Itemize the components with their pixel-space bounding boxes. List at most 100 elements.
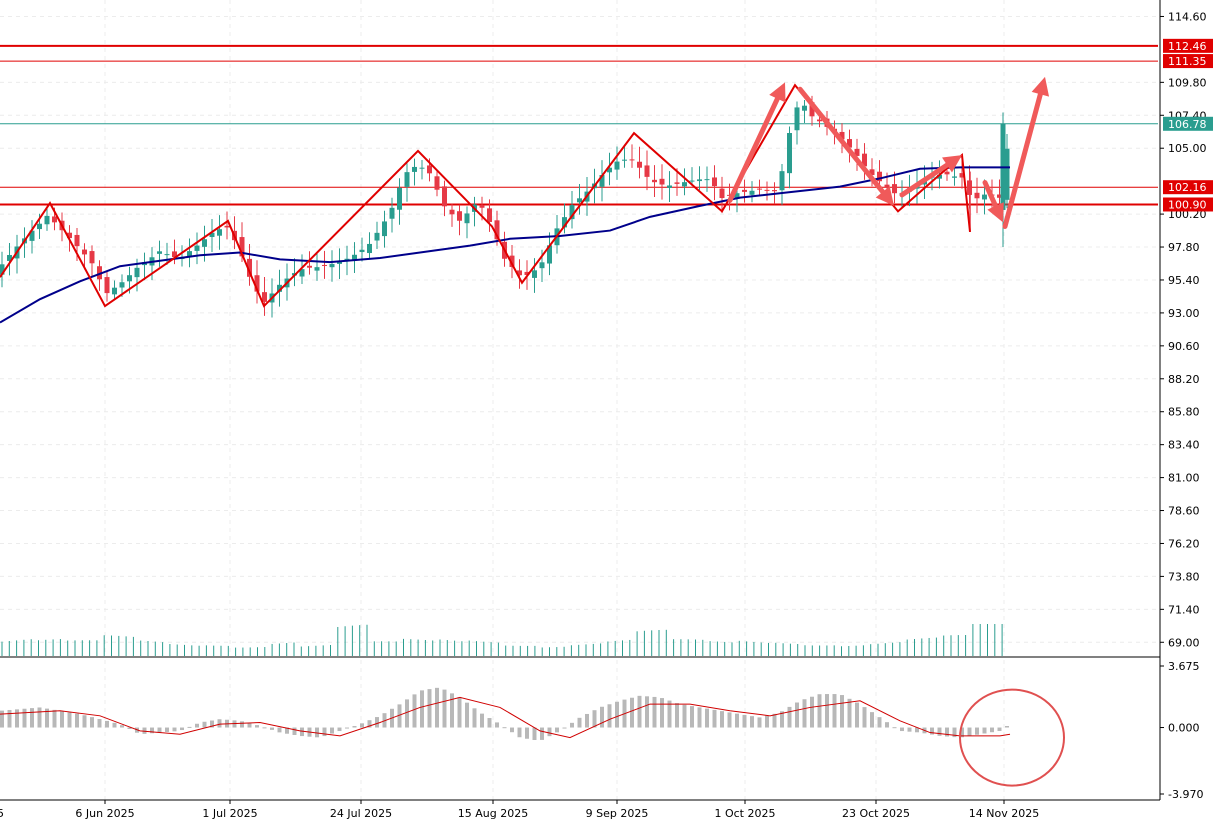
candle-body bbox=[509, 255, 515, 268]
time-tick-label: 25 bbox=[0, 807, 4, 820]
candle-body bbox=[974, 192, 980, 199]
candle-body bbox=[847, 139, 852, 148]
candle-body bbox=[637, 161, 642, 168]
macd-histogram-bar bbox=[37, 707, 42, 728]
candle-body bbox=[659, 178, 665, 185]
macd-histogram-bar bbox=[480, 713, 484, 728]
candle-body bbox=[839, 131, 845, 140]
candle-body bbox=[787, 133, 792, 174]
time-tick-label: 1 Jul 2025 bbox=[202, 807, 257, 820]
candle-body bbox=[667, 185, 672, 188]
arrow-head bbox=[875, 186, 894, 206]
candle-body bbox=[224, 225, 230, 228]
candle-body bbox=[674, 182, 680, 184]
candle-body bbox=[449, 209, 455, 215]
macd-histogram-bar bbox=[975, 727, 979, 735]
candle-body bbox=[644, 165, 650, 177]
candle-body bbox=[299, 269, 305, 277]
macd-tick-label: -3.970 bbox=[1168, 788, 1203, 801]
candle-body bbox=[1004, 148, 1010, 200]
macd-histogram-bar bbox=[435, 687, 439, 728]
macd-histogram-bar bbox=[952, 727, 957, 738]
candle-body bbox=[884, 184, 890, 188]
macd-histogram-bar bbox=[585, 713, 589, 728]
ma-line bbox=[0, 166, 1010, 324]
macd-histogram-bar bbox=[405, 699, 409, 728]
candle-body bbox=[772, 190, 777, 192]
macd-histogram-bar bbox=[330, 727, 334, 734]
candle-body bbox=[877, 171, 882, 182]
axis-labels: 114.60109.80107.40105.00100.2097.8095.40… bbox=[0, 10, 1207, 820]
macd-tick-label: 0.000 bbox=[1168, 722, 1200, 735]
time-tick-label: 14 Nov 2025 bbox=[969, 807, 1039, 820]
macd-histogram-bar bbox=[367, 720, 372, 728]
macd-histogram-bar bbox=[600, 706, 604, 728]
candle-body bbox=[854, 148, 860, 156]
candle-body bbox=[652, 179, 657, 183]
macd-histogram-bar bbox=[682, 704, 687, 728]
candle-body bbox=[44, 215, 50, 225]
candle-body bbox=[112, 287, 117, 295]
candle-body bbox=[577, 198, 582, 203]
macd-histogram-bar bbox=[772, 713, 777, 728]
macd-histogram-bar bbox=[592, 710, 597, 728]
macd-histogram-bar bbox=[360, 723, 364, 728]
candle-body bbox=[599, 175, 605, 187]
candle-body bbox=[487, 208, 492, 222]
macd-histogram-bar bbox=[937, 727, 942, 736]
candle-body bbox=[569, 205, 575, 220]
price-tick-label: 90.60 bbox=[1168, 340, 1200, 353]
candle-body bbox=[397, 187, 402, 210]
macd-histogram-bar bbox=[127, 727, 132, 729]
macd-histogram-bar bbox=[315, 727, 319, 738]
candle-body bbox=[757, 188, 762, 190]
macd-histogram-bar bbox=[735, 713, 739, 728]
price-tick-label: 83.40 bbox=[1168, 439, 1200, 452]
macd-histogram-bar bbox=[420, 690, 424, 728]
macd-histogram-bar bbox=[930, 727, 934, 735]
candle-body bbox=[749, 190, 755, 195]
candle-body bbox=[314, 267, 320, 271]
arrow-shaft bbox=[1002, 91, 1043, 229]
time-tick-label: 9 Sep 2025 bbox=[586, 807, 649, 820]
macd-histogram-bar bbox=[457, 697, 462, 728]
price-tag-label: 106.78 bbox=[1168, 118, 1207, 131]
price-tag-label: 102.16 bbox=[1168, 181, 1207, 194]
candle-body bbox=[562, 217, 567, 228]
candle-body bbox=[997, 194, 1002, 198]
macd-histogram-bar bbox=[210, 720, 214, 728]
macd-histogram-bar bbox=[202, 721, 207, 728]
candle-body bbox=[29, 230, 35, 241]
highlight-circle bbox=[959, 688, 1065, 787]
macd-histogram-bar bbox=[652, 696, 657, 728]
macd-histogram-bar bbox=[667, 700, 672, 728]
price-tick-label: 114.60 bbox=[1168, 10, 1207, 23]
candle-body bbox=[119, 282, 125, 288]
candle-body bbox=[404, 172, 410, 187]
macd-histogram-bar bbox=[765, 715, 769, 728]
candle-body bbox=[262, 292, 267, 302]
candle-body bbox=[82, 249, 87, 255]
macd-histogram-bar bbox=[52, 709, 57, 728]
candle-body bbox=[127, 275, 132, 282]
macd-histogram-bar bbox=[60, 711, 64, 728]
macd-histogram-bar bbox=[397, 704, 402, 728]
macd-histogram-bar bbox=[712, 709, 717, 728]
price-tick-label: 105.00 bbox=[1168, 142, 1207, 155]
candle-body bbox=[869, 169, 875, 176]
candle-body bbox=[67, 232, 72, 239]
candle-body bbox=[517, 270, 522, 276]
candle-body bbox=[539, 262, 545, 269]
macd-histogram-bar bbox=[195, 723, 199, 728]
candle-body bbox=[764, 189, 770, 191]
candle-body bbox=[412, 166, 417, 172]
price-tick-label: 88.20 bbox=[1168, 373, 1200, 386]
candle-body bbox=[892, 184, 897, 194]
macd-histogram-bar bbox=[795, 702, 799, 728]
macd-histogram-bar bbox=[517, 727, 522, 738]
candle-body bbox=[209, 232, 215, 238]
macd-histogram-bar bbox=[105, 720, 109, 728]
candle-body bbox=[202, 239, 207, 247]
price-tick-label: 71.40 bbox=[1168, 603, 1200, 616]
